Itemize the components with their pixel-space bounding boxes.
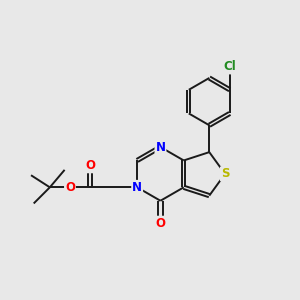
Text: Cl: Cl <box>224 61 236 74</box>
Text: N: N <box>132 181 142 194</box>
Text: O: O <box>155 217 166 230</box>
Text: O: O <box>65 181 75 194</box>
Text: O: O <box>85 159 95 172</box>
Text: N: N <box>155 140 166 154</box>
Text: S: S <box>221 167 229 180</box>
